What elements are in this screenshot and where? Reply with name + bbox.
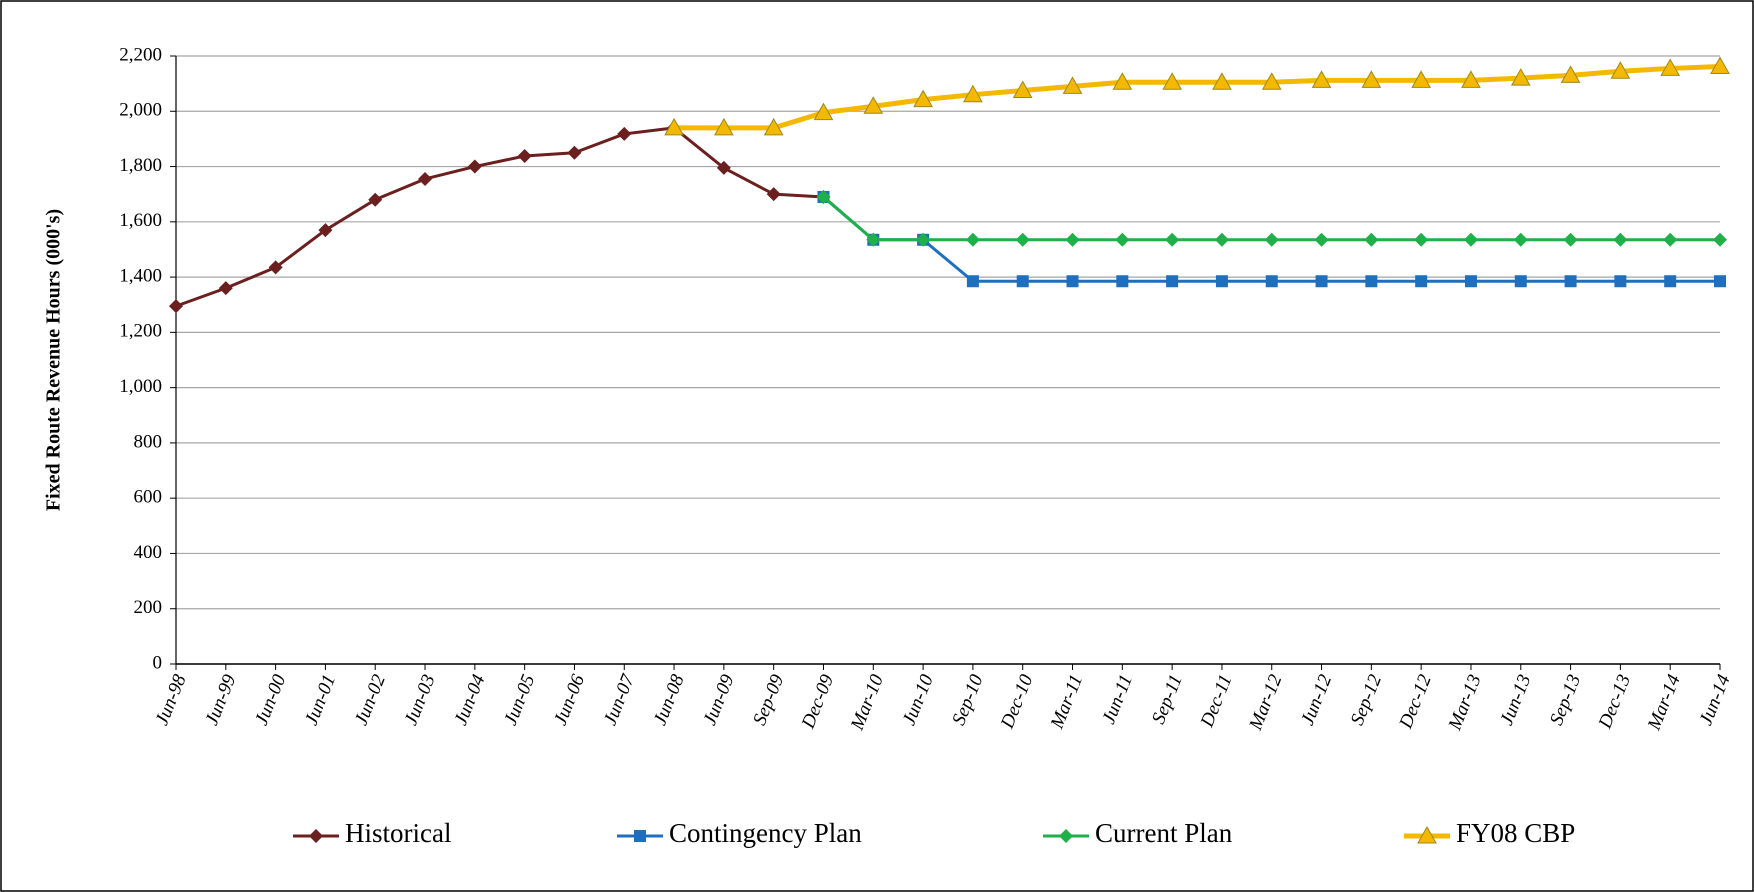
data-point bbox=[1613, 232, 1628, 247]
legend-label: FY08 CBP bbox=[1456, 818, 1575, 848]
data-point bbox=[1610, 61, 1631, 79]
data-point bbox=[1414, 232, 1429, 247]
y-tick-label: 0 bbox=[153, 652, 163, 673]
data-point bbox=[1112, 72, 1133, 90]
y-tick-label: 800 bbox=[134, 431, 163, 452]
data-point bbox=[1314, 232, 1329, 247]
y-tick-label: 1,400 bbox=[119, 265, 162, 286]
y-axis-title: Fixed Route Revenue Hours (000's) bbox=[43, 209, 65, 511]
legend-label: Historical bbox=[345, 818, 451, 848]
data-point bbox=[716, 160, 731, 175]
data-point bbox=[1614, 275, 1627, 288]
data-point bbox=[766, 187, 781, 202]
data-point bbox=[418, 171, 433, 186]
data-point bbox=[1315, 275, 1328, 288]
data-point bbox=[1311, 70, 1332, 88]
data-point bbox=[467, 159, 482, 174]
legend-marker bbox=[309, 829, 323, 843]
data-point bbox=[813, 102, 834, 121]
data-point bbox=[913, 89, 933, 108]
data-point bbox=[1464, 275, 1477, 288]
data-point bbox=[1713, 232, 1727, 247]
data-point bbox=[1710, 56, 1730, 75]
data-point bbox=[517, 149, 532, 164]
data-point bbox=[1165, 232, 1180, 247]
data-point bbox=[1714, 275, 1726, 288]
data-point bbox=[268, 260, 283, 275]
y-tick-label: 1,800 bbox=[119, 155, 162, 176]
series-line bbox=[674, 64, 1721, 131]
legend-marker bbox=[1059, 829, 1073, 843]
data-point bbox=[1415, 275, 1428, 288]
data-point bbox=[318, 223, 333, 238]
y-tick-label: 200 bbox=[134, 597, 163, 618]
legend-label: Contingency Plan bbox=[669, 818, 862, 848]
y-tick-label: 1,000 bbox=[119, 376, 162, 397]
data-point bbox=[1364, 232, 1379, 247]
data-point bbox=[1463, 232, 1478, 247]
data-point bbox=[169, 299, 183, 314]
data-point bbox=[966, 275, 979, 288]
data-point bbox=[1264, 232, 1279, 247]
data-point bbox=[368, 192, 383, 207]
data-point bbox=[1166, 275, 1179, 288]
data-point bbox=[1560, 65, 1581, 83]
data-point bbox=[1663, 232, 1678, 247]
data-point bbox=[866, 232, 881, 247]
data-point bbox=[1062, 76, 1083, 94]
legend-label: Current Plan bbox=[1095, 818, 1233, 848]
data-point bbox=[916, 232, 931, 247]
data-point bbox=[1212, 72, 1232, 90]
data-point bbox=[218, 281, 233, 296]
data-point bbox=[863, 96, 884, 114]
data-point bbox=[1563, 232, 1578, 247]
data-point bbox=[1411, 70, 1432, 88]
data-point bbox=[1660, 58, 1681, 76]
data-point bbox=[1015, 232, 1030, 247]
data-point bbox=[1065, 232, 1080, 247]
data-point bbox=[1461, 70, 1481, 88]
data-point bbox=[1361, 70, 1382, 88]
data-point bbox=[816, 189, 831, 204]
data-point bbox=[1214, 232, 1229, 247]
data-point bbox=[1215, 275, 1228, 288]
series-line bbox=[175, 126, 824, 308]
data-point bbox=[965, 232, 980, 247]
data-point bbox=[1116, 275, 1129, 288]
data-point bbox=[1510, 68, 1531, 86]
data-point bbox=[567, 145, 582, 160]
data-point bbox=[1066, 275, 1079, 288]
data-point bbox=[1365, 275, 1378, 288]
legend-marker bbox=[1417, 825, 1437, 844]
data-point bbox=[1115, 232, 1130, 247]
data-point bbox=[714, 117, 734, 136]
data-point bbox=[664, 117, 684, 136]
data-point bbox=[1564, 275, 1577, 288]
data-point bbox=[1162, 72, 1182, 90]
data-point bbox=[1012, 80, 1033, 99]
data-point bbox=[1261, 72, 1282, 90]
data-point bbox=[963, 84, 983, 103]
data-point bbox=[1265, 275, 1278, 288]
y-tick-label: 1,600 bbox=[119, 210, 162, 231]
data-point bbox=[1513, 232, 1528, 247]
y-tick-label: 600 bbox=[134, 487, 163, 508]
data-point bbox=[763, 117, 784, 136]
y-tick-label: 2,000 bbox=[119, 100, 162, 121]
data-point bbox=[1514, 275, 1527, 288]
data-point bbox=[1016, 275, 1029, 288]
y-tick-label: 2,200 bbox=[119, 44, 162, 65]
y-tick-label: 400 bbox=[134, 542, 163, 563]
legend-marker bbox=[634, 830, 646, 842]
data-point bbox=[617, 126, 632, 141]
data-point bbox=[1664, 275, 1677, 288]
y-tick-label: 1,200 bbox=[119, 321, 162, 342]
